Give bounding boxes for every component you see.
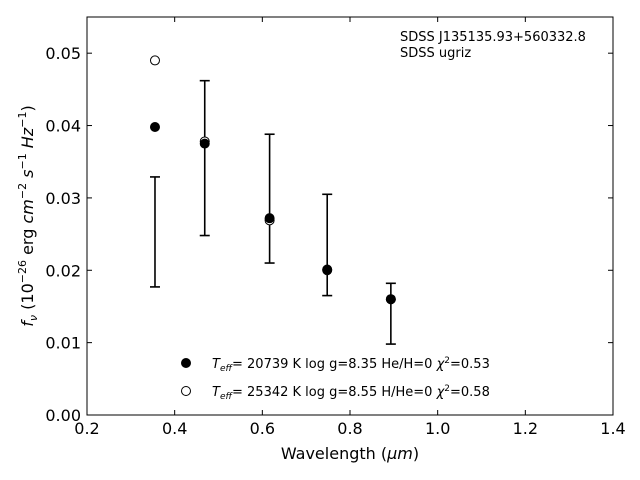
legend-entry-1: Teff= 20739 K log g=8.35 He/H=0 χ2=0.53 (212, 356, 490, 374)
y-tick-label: 0.01 (45, 334, 81, 353)
x-tick-label: 1.2 (513, 419, 538, 438)
x-tick-label: 1.0 (425, 419, 450, 438)
legend-entry-2: Teff= 25342 K log g=8.55 H/He=0 χ2=0.58 (212, 384, 490, 402)
legend-marker-filled (181, 358, 191, 368)
point-open (149, 55, 160, 66)
x-tick-label: 0.4 (162, 419, 187, 438)
y-tick-label: 0.03 (45, 189, 81, 208)
y-tick-label: 0.04 (45, 117, 81, 136)
point-filled (322, 264, 333, 275)
point-filled (149, 121, 160, 132)
x-tick-label: 0.2 (74, 419, 99, 438)
x-tick-label: 1.4 (600, 419, 625, 438)
annotation-filter-set: SDSS ugriz (400, 46, 471, 61)
x-tick-label: 0.8 (337, 419, 362, 438)
error-bars (149, 79, 396, 345)
y-tick-label: 0.02 (45, 261, 81, 280)
annotation-object-name: SDSS J135135.93+560332.8 (400, 30, 586, 45)
y-axis-label: fν (10−26 erg cm−2 s−1 Hz−1) (16, 105, 40, 326)
plot-frame (86, 16, 614, 416)
legend: Teff= 20739 K log g=8.35 He/H=0 χ2=0.53 … (181, 356, 490, 402)
markers (149, 55, 396, 305)
y-axis: 0.00 0.01 0.02 0.03 0.04 0.05 (45, 44, 613, 425)
point-filled (199, 138, 210, 149)
x-axis: 0.2 0.4 0.6 0.8 1.0 1.2 1.4 (74, 17, 626, 438)
point-filled (264, 213, 275, 224)
y-tick-label: 0.00 (45, 406, 81, 425)
x-tick-label: 0.6 (250, 419, 275, 438)
point-filled (385, 294, 396, 305)
y-tick-label: 0.05 (45, 44, 81, 63)
x-axis-label: Wavelength (μm) (281, 444, 419, 463)
legend-marker-open (181, 386, 191, 396)
